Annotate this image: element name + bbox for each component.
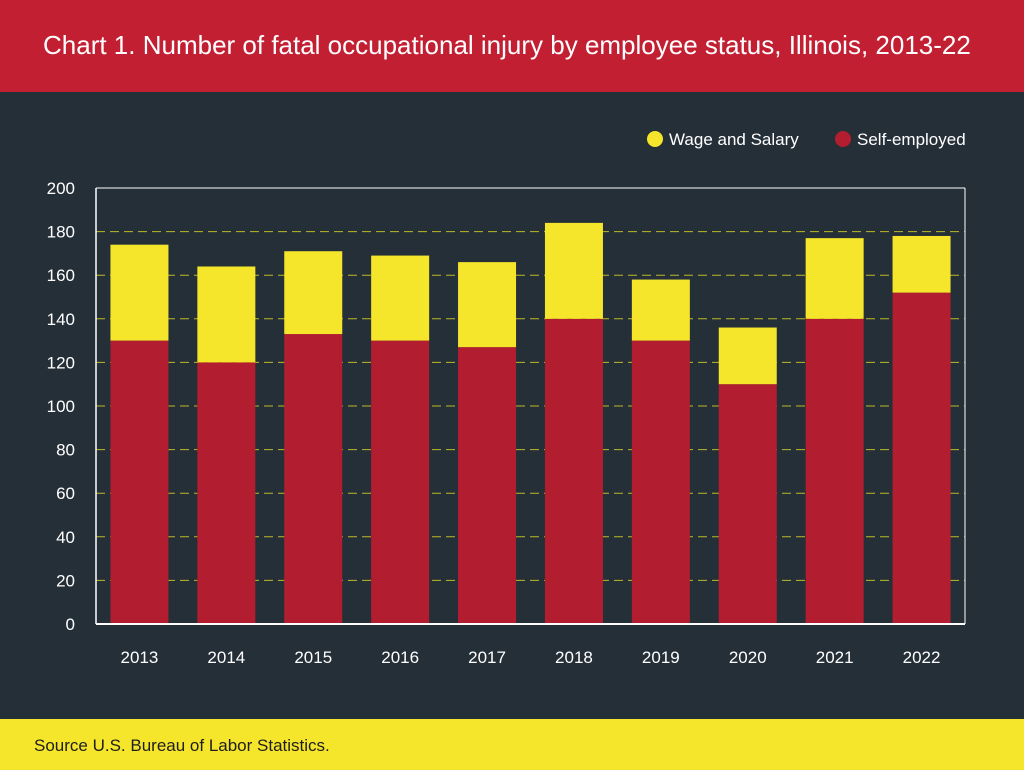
bar-self-employed-2020 xyxy=(718,384,777,624)
y-tick-label: 80 xyxy=(56,441,75,460)
title-banner: Chart 1. Number of fatal occupational in… xyxy=(0,0,1024,92)
source-note: Source U.S. Bureau of Labor Statistics. xyxy=(34,736,330,755)
y-tick-label: 100 xyxy=(47,397,75,416)
x-tick-label: 2021 xyxy=(816,648,854,667)
y-tick-label: 60 xyxy=(56,484,75,503)
bar-self-employed-2016 xyxy=(371,340,430,624)
y-tick-label: 160 xyxy=(47,266,75,285)
x-tick-label: 2020 xyxy=(729,648,767,667)
legend: Wage and Salary Self-employed xyxy=(647,130,966,149)
bar-self-employed-2013 xyxy=(110,340,169,624)
bar-self-employed-2014 xyxy=(197,362,256,624)
y-tick-label: 140 xyxy=(47,310,75,329)
x-tick-label: 2013 xyxy=(121,648,159,667)
y-tick-label: 20 xyxy=(56,571,75,590)
bar-self-employed-2018 xyxy=(544,318,603,624)
legend-marker xyxy=(647,131,663,147)
source-banner: Source U.S. Bureau of Labor Statistics. xyxy=(0,719,1024,770)
bar-wage-and-salary-2016 xyxy=(371,255,430,341)
axis-layer: 0 20 40 60 80 100 120 140 160 180 200 2013 2014 2015 2… xyxy=(47,179,966,667)
bar-self-employed-2021 xyxy=(805,318,864,624)
y-tick-label: 180 xyxy=(47,223,75,242)
y-tick-label: 120 xyxy=(47,353,75,372)
y-tick-label: 200 xyxy=(47,179,75,198)
x-tick-label: 2015 xyxy=(294,648,332,667)
bar-layer xyxy=(110,222,951,624)
x-tick-label: 2016 xyxy=(381,648,419,667)
legend-label: Self-employed xyxy=(857,130,966,149)
legend-marker xyxy=(835,131,851,147)
bar-wage-and-salary-2020 xyxy=(718,327,777,385)
bar-wage-and-salary-2014 xyxy=(197,266,256,363)
chart-title: Chart 1. Number of fatal occupational in… xyxy=(43,30,971,60)
bar-wage-and-salary-2019 xyxy=(631,279,690,341)
x-tick-label: 2017 xyxy=(468,648,506,667)
bar-wage-and-salary-2018 xyxy=(544,222,603,319)
chart-area: 0 20 40 60 80 100 120 140 160 180 200 2013 2014 2015 2… xyxy=(47,130,966,667)
bar-wage-and-salary-2013 xyxy=(110,244,169,341)
bar-wage-and-salary-2017 xyxy=(458,262,517,348)
x-tick-label: 2018 xyxy=(555,648,593,667)
bar-wage-and-salary-2015 xyxy=(284,251,343,335)
bar-wage-and-salary-2021 xyxy=(805,238,864,319)
x-tick-label: 2014 xyxy=(207,648,245,667)
legend-label: Wage and Salary xyxy=(669,130,799,149)
x-tick-label: 2019 xyxy=(642,648,680,667)
y-tick-label: 40 xyxy=(56,528,75,547)
bar-self-employed-2017 xyxy=(458,347,517,624)
bar-self-employed-2015 xyxy=(284,334,343,624)
x-tick-label: 2022 xyxy=(903,648,941,667)
bar-wage-and-salary-2022 xyxy=(892,235,951,293)
bar-self-employed-2019 xyxy=(631,340,690,624)
bar-self-employed-2022 xyxy=(892,292,951,624)
y-tick-label: 0 xyxy=(66,615,75,634)
